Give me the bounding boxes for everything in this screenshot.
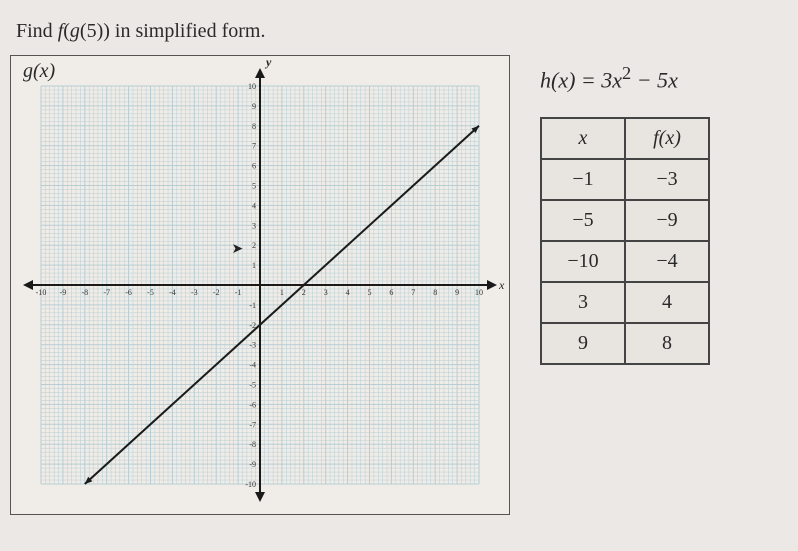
- function-table: x f(x) −1−3−5−9−10−43498: [540, 117, 710, 365]
- svg-text:x: x: [498, 278, 505, 292]
- svg-text:-6: -6: [125, 288, 132, 297]
- svg-text:➤: ➤: [232, 242, 244, 257]
- graph-container: g(x) -10-9-8-7-6-5-4-3-2-112345678910-10…: [10, 55, 510, 515]
- table-row: 98: [541, 323, 709, 364]
- svg-text:1: 1: [280, 288, 284, 297]
- table-cell-x: 9: [541, 323, 625, 364]
- svg-text:-5: -5: [249, 381, 256, 390]
- table-cell-fx: −3: [625, 159, 709, 200]
- svg-text:8: 8: [433, 288, 437, 297]
- svg-text:1: 1: [252, 261, 256, 270]
- graph-function-label: g(x): [23, 60, 55, 83]
- svg-text:-6: -6: [249, 400, 256, 409]
- svg-text:7: 7: [252, 142, 256, 151]
- svg-text:6: 6: [389, 288, 393, 297]
- right-column: h(x) = 3x2 − 5x x f(x) −1−3−5−9−10−43498: [540, 55, 788, 365]
- svg-text:-7: -7: [249, 420, 256, 429]
- table-cell-x: −10: [541, 241, 625, 282]
- table-cell-fx: −4: [625, 241, 709, 282]
- table-header-x: x: [541, 118, 625, 159]
- equation-text: h(x) = 3x2 − 5x: [540, 63, 788, 93]
- svg-text:10: 10: [475, 288, 483, 297]
- svg-text:3: 3: [252, 221, 256, 230]
- svg-text:4: 4: [252, 201, 256, 210]
- table-cell-x: −5: [541, 200, 625, 241]
- svg-text:-1: -1: [249, 301, 256, 310]
- svg-text:-10: -10: [36, 288, 47, 297]
- svg-text:3: 3: [324, 288, 328, 297]
- svg-text:-3: -3: [191, 288, 198, 297]
- table-row: −5−9: [541, 200, 709, 241]
- svg-text:y: y: [264, 56, 272, 69]
- table-cell-fx: 8: [625, 323, 709, 364]
- svg-text:9: 9: [252, 102, 256, 111]
- svg-text:4: 4: [346, 288, 350, 297]
- table-cell-fx: −9: [625, 200, 709, 241]
- table-cell-fx: 4: [625, 282, 709, 323]
- svg-text:-8: -8: [249, 440, 256, 449]
- svg-text:-4: -4: [249, 361, 256, 370]
- svg-text:-2: -2: [213, 288, 220, 297]
- svg-text:-1: -1: [235, 288, 242, 297]
- svg-text:2: 2: [302, 288, 306, 297]
- table-header-fx: f(x): [625, 118, 709, 159]
- svg-text:-10: -10: [245, 480, 256, 489]
- svg-text:9: 9: [455, 288, 459, 297]
- svg-text:-8: -8: [81, 288, 88, 297]
- svg-text:-9: -9: [249, 460, 256, 469]
- coordinate-graph: -10 -9 -8 -7 -6 -5 -4 -3 -2 -1 1 2 3 4 5 6 7 8 9 10 -10 -9 -8 -…: [11, 56, 509, 514]
- svg-text:2: 2: [252, 241, 256, 250]
- svg-text:5: 5: [368, 288, 372, 297]
- table-row: −1−3: [541, 159, 709, 200]
- svg-text:-3: -3: [249, 341, 256, 350]
- svg-text:-9: -9: [60, 288, 67, 297]
- table-cell-x: 3: [541, 282, 625, 323]
- svg-text:-4: -4: [169, 288, 176, 297]
- svg-text:-7: -7: [103, 288, 110, 297]
- svg-text:10: 10: [248, 82, 256, 91]
- svg-text:5: 5: [252, 182, 256, 191]
- table-row: −10−4: [541, 241, 709, 282]
- svg-text:7: 7: [411, 288, 415, 297]
- table-row: 34: [541, 282, 709, 323]
- content-row: g(x) -10-9-8-7-6-5-4-3-2-112345678910-10…: [10, 55, 788, 515]
- question-text: Find f(g(5)) in simplified form.: [16, 20, 788, 43]
- svg-text:8: 8: [252, 122, 256, 131]
- table-cell-x: −1: [541, 159, 625, 200]
- svg-text:-5: -5: [147, 288, 154, 297]
- svg-text:6: 6: [252, 162, 256, 171]
